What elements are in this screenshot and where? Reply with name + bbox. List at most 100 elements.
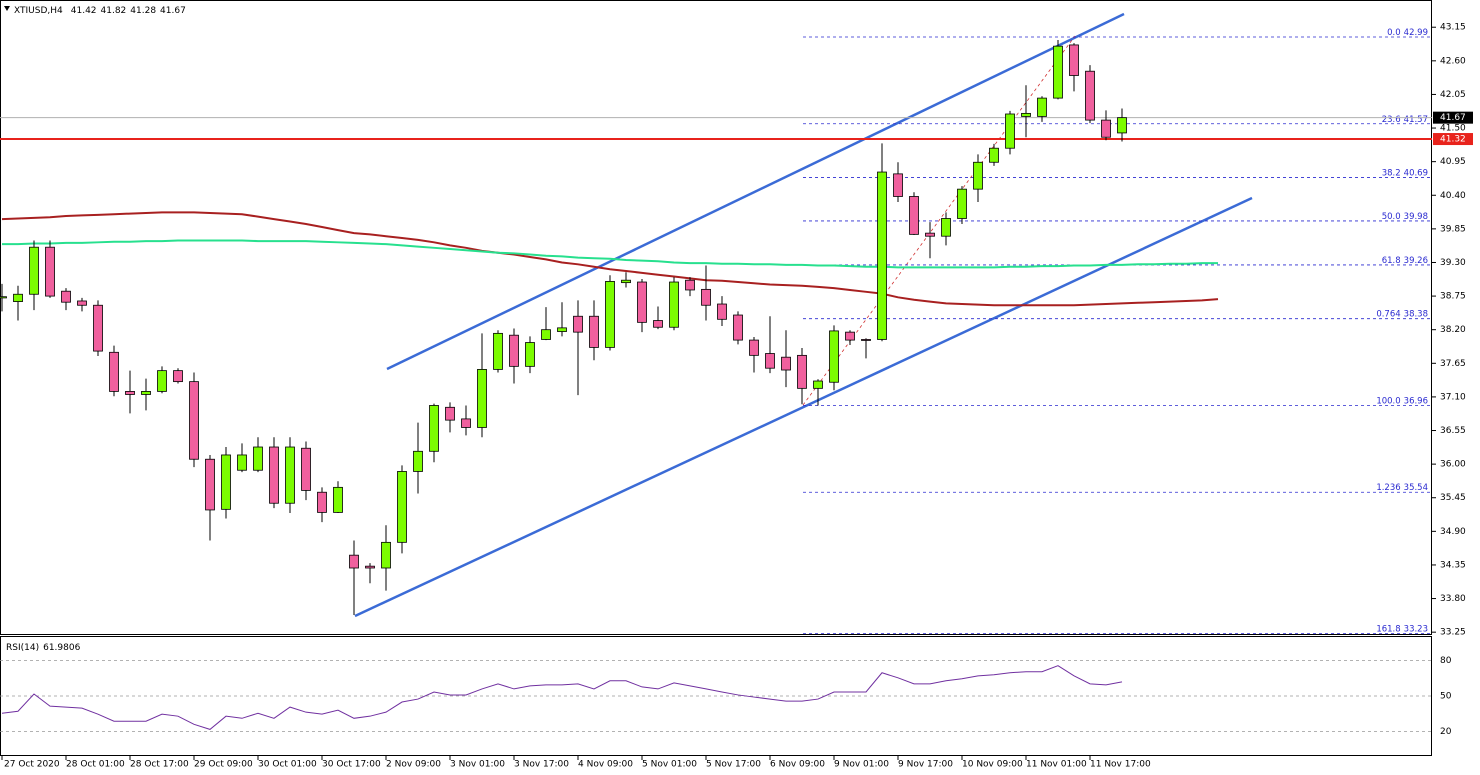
x-tick-label: 3 Nov 01:00 [450,760,505,770]
candle-body [557,327,567,332]
rsi-title: RSI(14) 61.9806 [6,643,81,653]
y-tick-label: 36.55 [1440,426,1466,436]
rsi-line [1,665,1123,730]
candle-body [221,454,231,510]
candle-body [1117,117,1127,134]
fib-level: 61.8 [1382,255,1401,265]
y-tick-label: 33.25 [1440,628,1466,638]
candle-body [1037,97,1047,117]
candle-body [733,314,743,341]
fib-label: 100.0 36.96 [1376,396,1428,406]
x-tick-label: 3 Nov 17:00 [514,760,569,770]
candle-body [797,354,807,389]
candle-body [685,279,695,291]
candle-body [509,334,519,367]
candle-body [125,391,135,395]
fib-price: 36.96 [1404,396,1428,406]
y-tick-label: 42.60 [1440,56,1466,66]
candle-body [829,330,839,383]
candle-body [205,458,215,511]
candle-body [541,329,551,340]
fib-level: 0.0 [1387,27,1401,37]
x-tick-label: 11 Nov 17:00 [1090,760,1151,770]
fib-price: 40.69 [1404,168,1428,178]
candle-body [189,381,199,460]
fib-price: 35.54 [1404,483,1428,493]
fib-label: 38.2 40.69 [1382,168,1428,178]
candle-body [669,281,679,328]
candle-body [653,320,663,328]
candle-body [461,418,471,428]
x-tick-label: 5 Nov 01:00 [642,760,697,770]
y-tick-label: 34.90 [1440,527,1466,537]
header: XTIUSD,H4 41.42 41.82 41.28 41.67 [14,6,186,16]
candle-body [141,391,151,395]
candle-body [877,171,887,340]
candle-body [925,232,935,237]
fib-price: 38.38 [1404,309,1428,319]
candle-body [1069,44,1079,76]
candle-body [605,281,615,348]
rsi-tick-label: 20 [1440,727,1452,737]
candle-body [573,315,583,333]
header-arrow [4,6,10,11]
rsi-tick-label: 50 [1440,692,1452,702]
fib-price: 42.99 [1404,27,1428,37]
candle-body [909,196,919,235]
rsi-name: RSI(14) [6,643,39,653]
x-tick-label: 27 Oct 2020 [4,760,60,770]
candle-body [525,342,535,367]
x-tick-label: 10 Nov 09:00 [962,760,1023,770]
candle-body [301,447,311,491]
candle-body [1021,112,1031,117]
header-high: 41.82 [101,6,127,16]
candle-body [445,406,455,421]
y-tick-label: 43.15 [1440,23,1466,33]
candle-body [0,296,7,299]
symbol: XTIUSD,H4 [14,6,63,16]
candle-body [45,246,55,297]
candle-body [413,450,423,472]
candle-body [429,405,439,452]
fib-level: 1.236 [1376,483,1400,493]
x-tick-label: 11 Nov 01:00 [1026,760,1087,770]
y-tick-label: 35.45 [1440,493,1466,503]
candle-body [973,161,983,190]
fib-price: 39.26 [1404,255,1428,265]
current-price-label: 41.67 [1440,113,1466,123]
rsi-value: 61.9806 [43,643,80,653]
resistance-label: 41.32 [1440,135,1466,145]
fib-label: 161.8 33.23 [1376,624,1428,634]
candle-body [93,304,103,352]
candle-body [381,541,391,569]
fib-label: 0.0 42.99 [1387,27,1428,37]
fib-level: 0.764 [1376,309,1400,319]
x-tick-label: 9 Nov 01:00 [834,760,889,770]
candle-body [893,173,903,197]
header-open: 41.42 [71,6,97,16]
y-tick-label: 37.65 [1440,359,1466,369]
candle-body [157,370,167,392]
candle-body [637,281,647,323]
candle-body [13,293,23,302]
candle-body [749,339,759,356]
x-tick-label: 2 Nov 09:00 [386,760,441,770]
candle-body [781,356,791,371]
y-tick-label: 38.20 [1440,325,1466,335]
y-tick-label: 34.35 [1440,560,1466,570]
candle-body [861,339,871,341]
candle-body [957,188,967,219]
y-tick-label: 42.05 [1440,90,1466,100]
candle-body [989,147,999,163]
candle-body [365,565,375,569]
y-tick-label: 40.95 [1440,157,1466,167]
candle-body [1085,70,1095,121]
fib-level: 161.8 [1376,624,1400,634]
candle-body [701,288,711,306]
fib-level: 38.2 [1382,168,1401,178]
fib-price: 41.57 [1404,114,1428,124]
candle-body [477,369,487,428]
fib-price: 33.23 [1404,624,1428,634]
candle-body [1101,119,1111,138]
